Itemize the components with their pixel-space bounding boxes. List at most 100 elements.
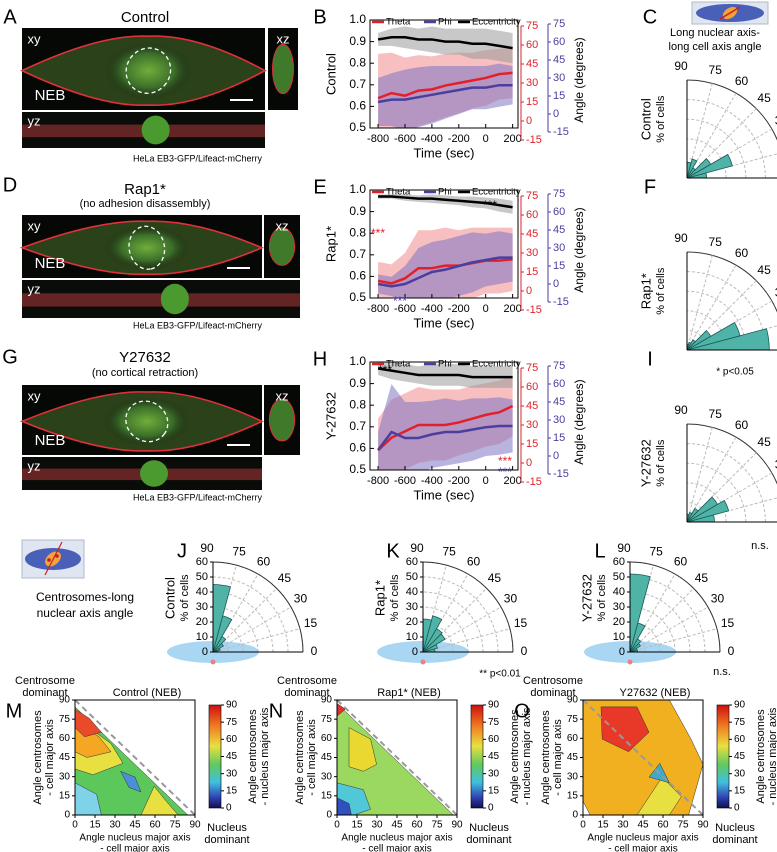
y-tick-label: 15 — [59, 790, 71, 801]
y2-tick-label: 60 — [526, 209, 538, 221]
angle-label: 45 — [278, 571, 292, 585]
contour-region — [120, 770, 142, 793]
histogram-wedge — [686, 322, 741, 351]
histogram-wedge — [686, 158, 712, 179]
series-line — [377, 36, 513, 50]
angle-label: 0 — [521, 644, 528, 658]
y-tick-label: 0.6 — [349, 99, 366, 113]
spoke — [212, 628, 301, 653]
colorbar-tick-label: 15 — [226, 785, 238, 796]
y2-tick-label: 30 — [526, 419, 538, 431]
legend-label: Eccentricity — [472, 359, 521, 370]
y3-tick-label: -15 — [553, 296, 569, 308]
panel-letter: K — [386, 540, 400, 562]
panel-letter: A — [3, 6, 17, 28]
y2-tick-label: 0 — [526, 457, 532, 469]
spoke — [629, 628, 718, 653]
y-axis-label: Y-27632 — [579, 574, 594, 622]
view-label: yz — [28, 281, 41, 296]
colorbar-label: Angle centrosomes — [755, 709, 767, 804]
r-tick-label: 10 — [196, 631, 208, 643]
y-axis-label: Angle centrosomes — [540, 710, 552, 805]
y-tick-label: 30 — [59, 771, 71, 782]
significance-note: n.s. — [751, 540, 769, 552]
y3-tick-label: 45 — [553, 54, 565, 66]
series-line — [377, 71, 513, 100]
y-tick-label: 30 — [321, 771, 333, 782]
histogram-wedge — [686, 158, 698, 179]
y3-tick-label: 0 — [553, 278, 559, 290]
yz-signal — [141, 115, 170, 145]
panel-letter: I — [647, 348, 653, 370]
y3-tick-label: 75 — [553, 18, 565, 30]
y-tick-label: 0.7 — [349, 77, 366, 91]
grid-arc — [686, 99, 766, 179]
r-axis-label: % of cells — [596, 574, 608, 622]
y-tick-label: 75 — [567, 714, 579, 725]
x-axis-label: Angle nucleus major axis — [587, 833, 698, 844]
y-axis-label: Angle centrosomes — [32, 710, 44, 805]
y-tick-label: 0.8 — [349, 225, 366, 239]
significance-note: n.s. — [713, 666, 731, 678]
colorbar-label: - nucleus major axis — [767, 707, 777, 805]
y2-tick-label: 15 — [526, 96, 538, 108]
panel-letter: E — [313, 176, 326, 198]
plot-frame — [369, 19, 519, 129]
y-tick-label: 15 — [321, 790, 333, 801]
y2-tick-label: 45 — [526, 400, 538, 412]
colorbar-label: Angle centrosomes — [247, 709, 259, 804]
r-tick-label: 60 — [196, 556, 208, 568]
spoke — [686, 264, 737, 351]
angle-label: 60 — [674, 555, 688, 569]
panel-title: Rap1* — [124, 181, 166, 198]
y-tick-label: 0.9 — [349, 204, 366, 218]
x-tick-label: 200 — [503, 303, 521, 315]
contour-region — [600, 706, 650, 753]
y2-tick-label: -15 — [526, 476, 542, 488]
corner-label: Centrosome — [523, 675, 583, 687]
histogram-wedge — [686, 339, 696, 351]
angle-label: 30 — [294, 592, 308, 606]
plot-area — [377, 194, 513, 298]
x-axis-label: Angle nucleus major axis — [341, 833, 452, 844]
r-tick-label: 10 — [406, 631, 418, 643]
xz-signal — [272, 43, 294, 95]
y3-tick-label: 45 — [553, 224, 565, 236]
panel-title: Y27632 (NEB) — [620, 687, 691, 699]
cell-icon — [691, 1, 769, 25]
colorbar-label: - nucleus major axis — [521, 707, 533, 805]
significance: *** — [393, 294, 407, 308]
y-axis-label: Rap1* — [638, 273, 653, 309]
corner-label: dominant — [22, 687, 67, 699]
header-text: Centrosomes-long — [36, 590, 134, 604]
y-tick-label: 0.7 — [349, 247, 366, 261]
significance: *** — [498, 465, 512, 479]
legend-label: Theta — [386, 17, 411, 28]
angle-label: 75 — [442, 545, 456, 559]
y-axis-label: Control — [638, 98, 653, 140]
y-tick-label: 90 — [567, 695, 579, 706]
r-tick-label: 0 — [619, 646, 625, 658]
x-axis-label: - cell major axis — [362, 844, 431, 852]
angle-label: 75 — [709, 235, 723, 249]
histogram-wedge — [686, 496, 719, 523]
colorbar-tick-label: 60 — [734, 734, 746, 745]
histogram-wedge — [686, 330, 712, 351]
x-tick-label: -800 — [367, 475, 389, 487]
y2-tick-label: -15 — [526, 134, 542, 146]
y2-tick-label: 60 — [526, 381, 538, 393]
angle-label: 0 — [311, 644, 318, 658]
r-tick-label: 20 — [613, 616, 625, 628]
significance: *** — [483, 198, 497, 212]
series-line — [377, 256, 513, 288]
grid-arc — [686, 118, 747, 179]
angle-label: 90 — [200, 541, 214, 555]
r-tick-label: 30 — [196, 601, 208, 613]
r-axis-label: % of cells — [389, 574, 401, 622]
r-tick-label: 40 — [406, 586, 418, 598]
corner-label: dominant — [530, 687, 575, 699]
corner-label: dominant — [204, 834, 249, 846]
panel-letter: O — [514, 700, 530, 722]
cell-glow — [104, 41, 193, 100]
spread-band — [378, 384, 513, 470]
